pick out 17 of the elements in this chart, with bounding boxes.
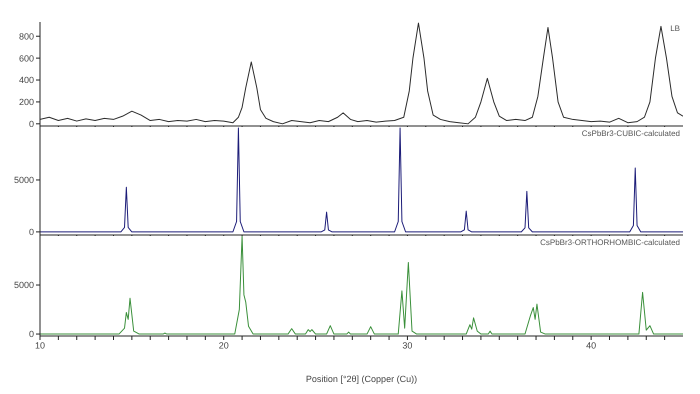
x-tick-label: 30	[402, 340, 412, 350]
y-tick-label: 200	[18, 97, 34, 108]
series-label: LB	[670, 24, 680, 33]
y-tick-label: 0	[28, 329, 34, 340]
x-tick-label: 40	[586, 340, 596, 350]
y-tick-label: 5000	[14, 280, 34, 290]
y-tick-label: 800	[18, 31, 34, 42]
x-axis-title: Position [°2θ] (Copper (Cu))	[306, 374, 418, 384]
y-tick-label: 5000	[14, 175, 34, 186]
y-tick-label: 0	[28, 227, 34, 238]
x-tick-label: 20	[218, 340, 229, 350]
y-tick-label: 400	[18, 75, 34, 86]
y-tick-label: 0	[28, 119, 34, 130]
x-tick-label: 10	[34, 340, 46, 350]
text: CsPbBr3-CUBIC-calculated	[582, 129, 680, 138]
text: CsPbBr3-ORTHORHOMBIC-calculated	[540, 238, 680, 247]
y-tick-label: 600	[18, 53, 34, 64]
